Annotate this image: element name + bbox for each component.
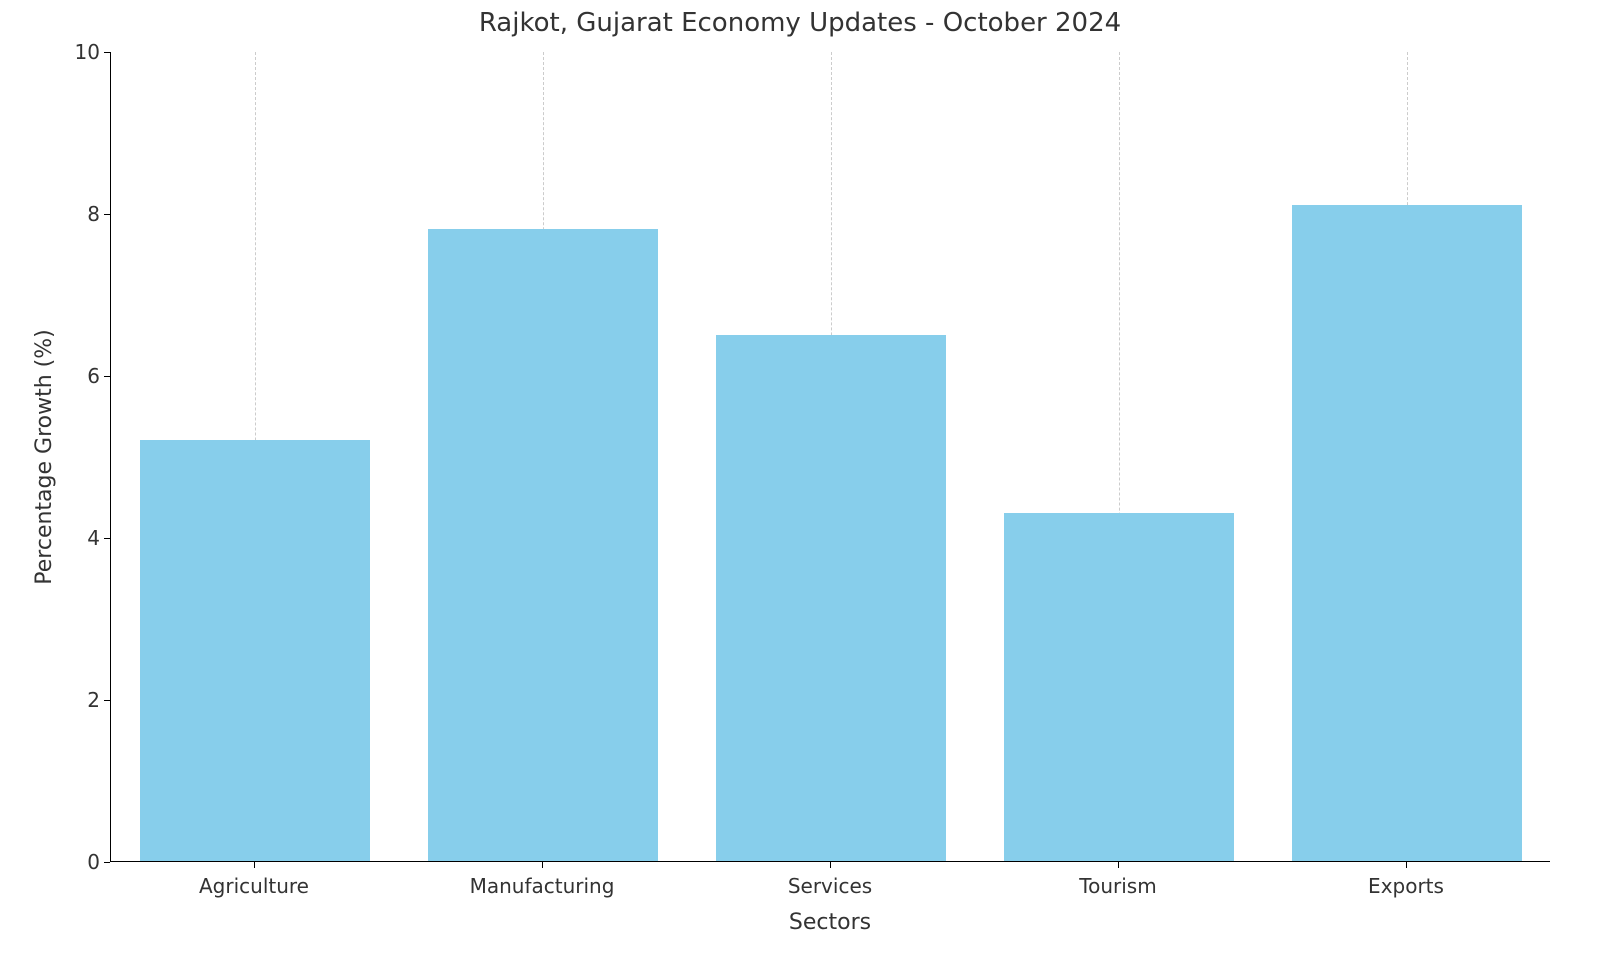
x-tick-mark bbox=[1118, 862, 1119, 868]
y-tick-mark bbox=[104, 700, 110, 701]
bar bbox=[716, 335, 946, 862]
x-axis-label: Sectors bbox=[789, 910, 871, 935]
chart-title: Rajkot, Gujarat Economy Updates - Octobe… bbox=[0, 8, 1600, 38]
y-axis-label: Percentage Growth (%) bbox=[32, 329, 57, 584]
y-tick-label: 4 bbox=[70, 526, 100, 550]
y-tick-mark bbox=[104, 376, 110, 377]
y-tick-label: 2 bbox=[70, 688, 100, 712]
bar bbox=[1004, 513, 1234, 861]
y-tick-label: 8 bbox=[70, 202, 100, 226]
y-tick-label: 10 bbox=[70, 40, 100, 64]
x-tick-label: Agriculture bbox=[199, 874, 309, 898]
plot-area bbox=[110, 52, 1550, 862]
y-tick-label: 0 bbox=[70, 850, 100, 874]
x-tick-label: Services bbox=[788, 874, 872, 898]
y-tick-mark bbox=[104, 862, 110, 863]
x-tick-mark bbox=[1406, 862, 1407, 868]
chart-container: Rajkot, Gujarat Economy Updates - Octobe… bbox=[0, 0, 1600, 954]
bar bbox=[1292, 205, 1522, 861]
x-tick-label: Tourism bbox=[1079, 874, 1156, 898]
x-tick-label: Exports bbox=[1368, 874, 1444, 898]
bar bbox=[428, 229, 658, 861]
x-tick-mark bbox=[830, 862, 831, 868]
bar bbox=[140, 440, 370, 861]
x-tick-mark bbox=[254, 862, 255, 868]
y-tick-mark bbox=[104, 52, 110, 53]
x-tick-mark bbox=[542, 862, 543, 868]
y-tick-mark bbox=[104, 538, 110, 539]
y-tick-label: 6 bbox=[70, 364, 100, 388]
x-tick-label: Manufacturing bbox=[470, 874, 615, 898]
y-tick-mark bbox=[104, 214, 110, 215]
